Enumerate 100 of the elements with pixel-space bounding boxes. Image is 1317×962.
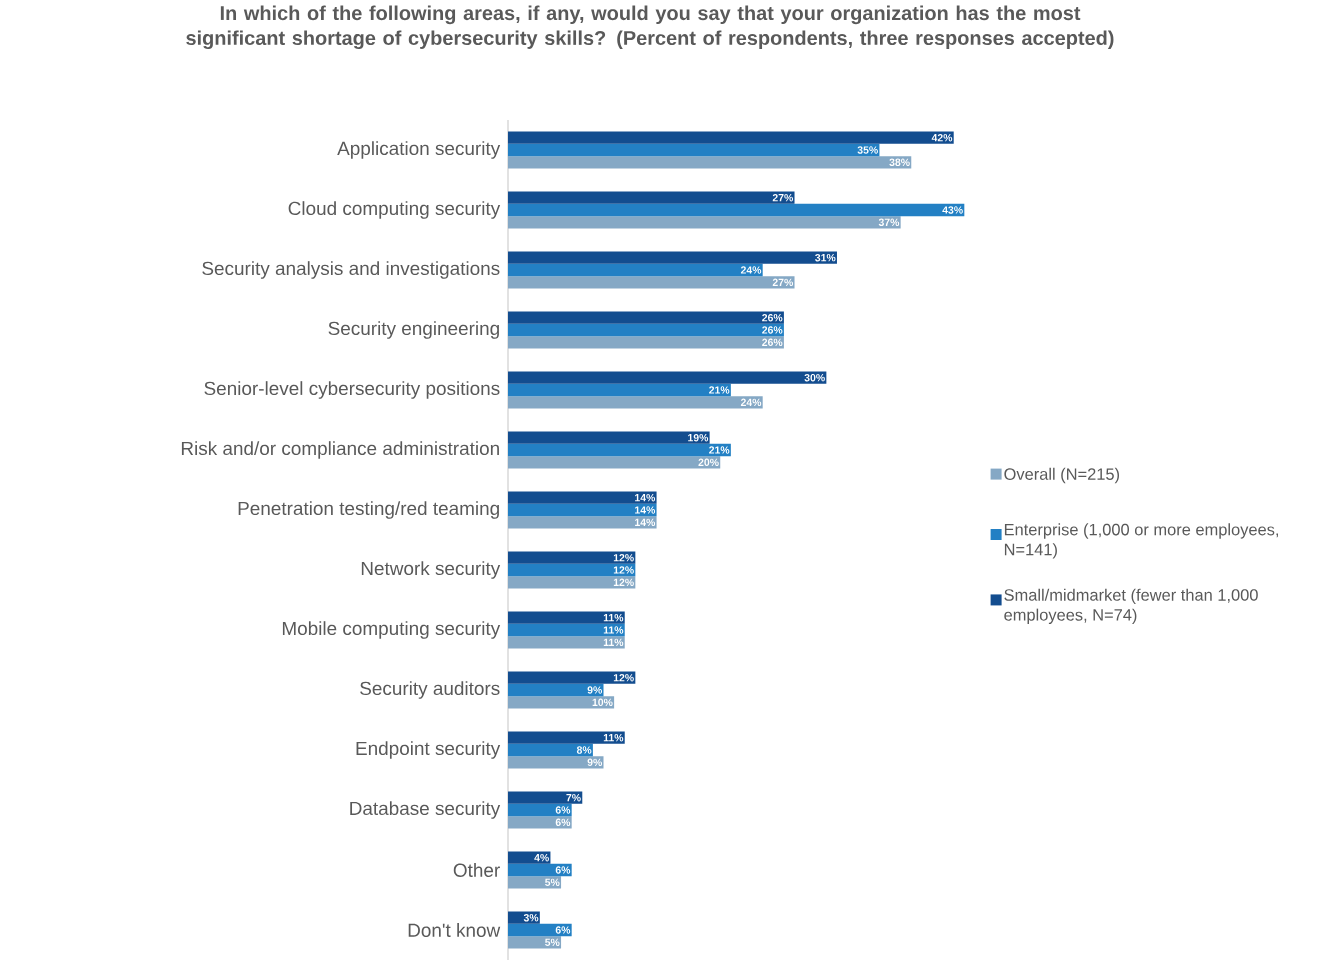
data-label: 38% — [889, 158, 910, 167]
bar — [508, 143, 880, 157]
bar — [508, 936, 562, 949]
bar — [508, 563, 636, 577]
bar — [508, 816, 572, 829]
bar — [508, 803, 572, 817]
data-label: 26% — [762, 326, 783, 334]
y-tick-label: Security auditors — [360, 681, 500, 699]
bar — [508, 383, 731, 397]
bar — [508, 743, 593, 757]
bar — [508, 216, 901, 229]
bar — [508, 456, 721, 469]
data-label: 20% — [698, 458, 719, 467]
data-label: 4% — [534, 854, 549, 862]
data-label: 24% — [740, 398, 762, 406]
data-label: 12% — [613, 554, 634, 562]
data-label: 14% — [635, 506, 656, 514]
bar — [508, 636, 625, 649]
bar — [508, 863, 572, 877]
data-label: 37% — [878, 218, 900, 227]
bar — [508, 696, 615, 709]
y-tick-label: Other — [453, 863, 500, 877]
bar — [508, 683, 604, 697]
bar — [508, 311, 784, 324]
data-label: 24% — [740, 266, 762, 274]
bar — [508, 156, 912, 169]
bar — [508, 203, 965, 217]
bar — [508, 443, 731, 457]
data-label: 7% — [566, 794, 581, 802]
data-label: 42% — [931, 134, 953, 142]
y-tick-label: Cloud computing security — [288, 201, 501, 219]
bar — [508, 491, 657, 504]
legend-label: Small/midmarket (fewer than 1,000 employees, N=74) — [1004, 588, 1258, 624]
data-label: 9% — [587, 758, 603, 767]
data-label: 35% — [857, 146, 878, 154]
bar — [508, 731, 625, 744]
bar — [508, 276, 795, 289]
y-tick-label: Penetration testing/red teaming — [238, 501, 499, 519]
bar — [508, 576, 636, 589]
data-label: 43% — [942, 206, 963, 214]
data-label: 9% — [587, 686, 603, 694]
bar — [508, 923, 572, 937]
bar — [508, 131, 954, 144]
data-label: 6% — [555, 818, 571, 827]
data-label: 12% — [613, 578, 634, 586]
data-label: 27% — [772, 278, 794, 286]
data-label: 11% — [603, 638, 624, 646]
data-label: 26% — [762, 314, 783, 322]
bar — [508, 551, 636, 564]
chart-title: In which of the following areas, if any, would you say that your organization has the most significant shortage of cybersecurity skills? (Percent of respondents, three responses accepted) — [186, 5, 1114, 50]
data-label: 5% — [545, 938, 560, 947]
data-label: 11% — [603, 614, 624, 622]
y-tick-label: Security analysis and investigations — [202, 261, 500, 279]
data-label: 5% — [545, 878, 560, 887]
y-tick-label: Application security — [337, 141, 501, 159]
data-label: 8% — [576, 746, 592, 754]
data-label: 3% — [523, 914, 539, 922]
bar — [508, 371, 827, 384]
data-label: 30% — [804, 373, 825, 382]
data-label: 6% — [555, 926, 571, 934]
y-tick-label: Mobile computing security — [282, 621, 501, 639]
bar — [508, 263, 763, 277]
data-label: 12% — [613, 566, 634, 574]
y-tick-label: Database security — [350, 801, 501, 819]
bar — [508, 503, 657, 517]
data-label: 10% — [592, 698, 613, 707]
bar — [508, 756, 604, 769]
bar — [508, 336, 784, 349]
bar — [508, 876, 562, 889]
data-label: 26% — [762, 338, 783, 347]
data-label: 31% — [815, 253, 836, 262]
y-tick-label: Don't know — [408, 923, 501, 937]
data-label: 14% — [635, 494, 656, 502]
data-label: 27% — [772, 194, 794, 202]
bar — [508, 396, 763, 409]
bar — [508, 623, 625, 637]
bar — [508, 431, 710, 444]
data-label: 11% — [603, 626, 624, 634]
legend-label: Overall (N=215) — [1004, 467, 1120, 484]
bar — [508, 323, 784, 337]
bar — [508, 191, 795, 204]
data-label: 6% — [555, 866, 571, 874]
legend-label: Enterprise (1,000 or more employees, N=141) — [1004, 523, 1279, 559]
data-label: 21% — [709, 446, 730, 454]
bar — [508, 791, 583, 804]
data-label: 19% — [688, 434, 709, 442]
y-tick-label: Risk and/or compliance administration — [181, 441, 499, 459]
y-tick-label: Endpoint security — [356, 741, 501, 759]
bar — [508, 671, 636, 684]
y-tick-label: Network security — [361, 561, 501, 579]
bar — [508, 611, 625, 624]
bar — [508, 516, 657, 529]
y-tick-label: Senior-level cybersecurity positions — [204, 381, 500, 399]
data-label: 14% — [635, 518, 656, 526]
data-label: 11% — [603, 734, 624, 742]
data-label: 21% — [709, 386, 730, 394]
data-label: 12% — [613, 674, 634, 682]
bar — [508, 251, 837, 264]
y-tick-label: Security engineering — [328, 321, 499, 339]
data-label: 6% — [555, 806, 571, 814]
